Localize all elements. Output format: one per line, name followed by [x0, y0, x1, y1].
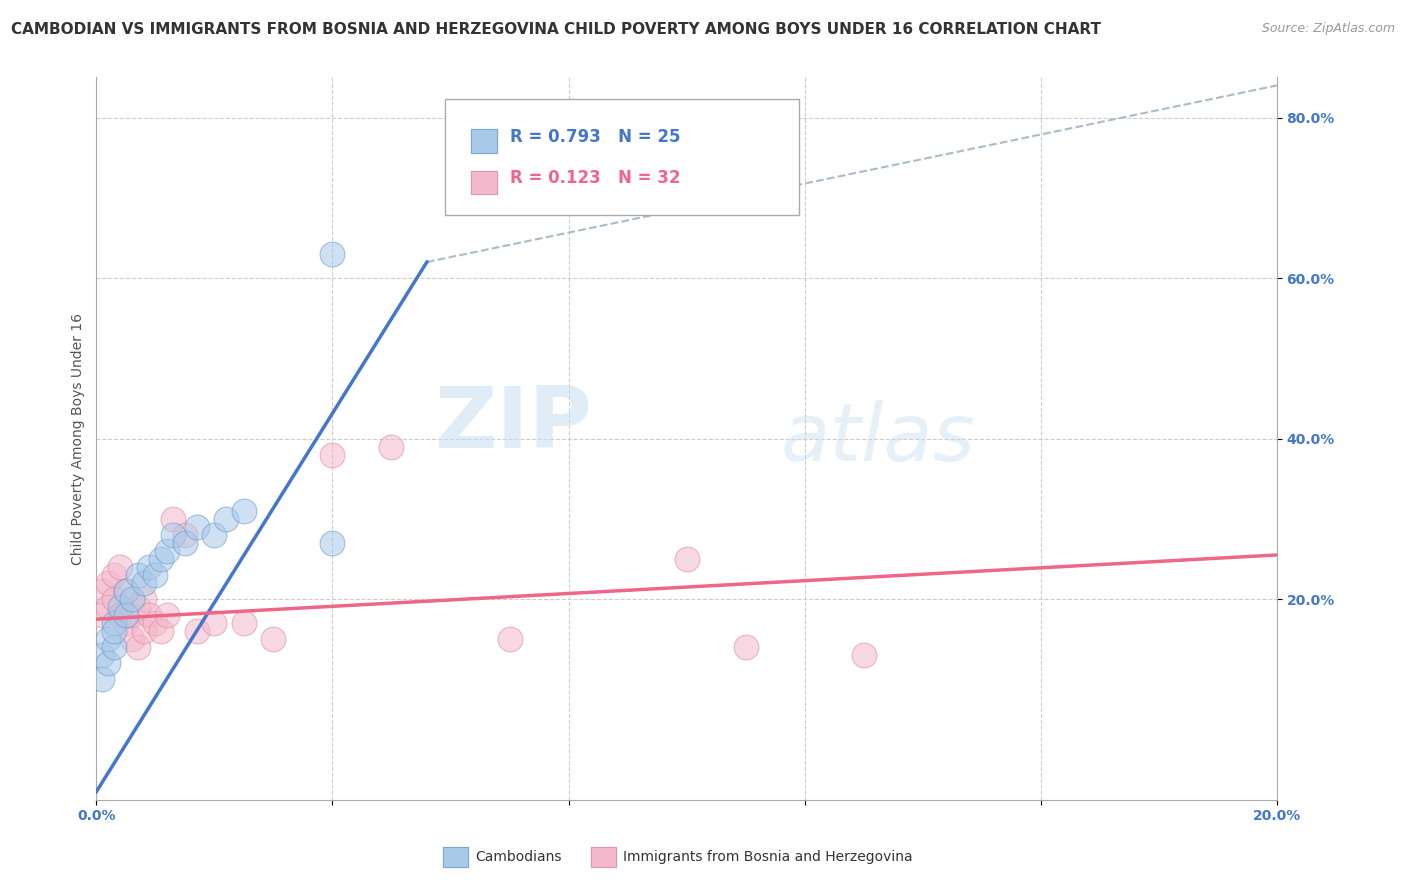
Point [173, 536, 195, 550]
Point [498, 632, 520, 647]
Point [91, 608, 114, 623]
Point [91, 648, 114, 663]
FancyBboxPatch shape [444, 99, 799, 215]
Point [852, 648, 875, 663]
Bar [471, 170, 496, 194]
Text: atlas: atlas [780, 400, 976, 477]
Point [97, 657, 120, 671]
Point [138, 608, 160, 623]
Point [150, 624, 173, 639]
Bar [471, 129, 496, 153]
Point [145, 568, 167, 582]
Text: R = 0.123   N = 32: R = 0.123 N = 32 [509, 169, 681, 186]
Point [127, 640, 149, 655]
Point [115, 584, 138, 599]
Point [675, 552, 697, 566]
Point [115, 584, 138, 599]
Point [132, 624, 155, 639]
Point [215, 512, 238, 526]
Point [321, 448, 343, 462]
Point [232, 616, 254, 631]
Point [108, 608, 131, 623]
Point [162, 512, 184, 526]
Point [232, 504, 254, 518]
Point [115, 608, 138, 623]
Point [97, 632, 120, 647]
Point [103, 624, 125, 639]
Point [321, 536, 343, 550]
Text: ZIP: ZIP [434, 383, 592, 466]
Text: CAMBODIAN VS IMMIGRANTS FROM BOSNIA AND HERZEGOVINA CHILD POVERTY AMONG BOYS UND: CAMBODIAN VS IMMIGRANTS FROM BOSNIA AND … [11, 22, 1101, 37]
Point [132, 592, 155, 607]
Point [186, 624, 208, 639]
Point [202, 616, 225, 631]
Point [145, 616, 167, 631]
Point [380, 440, 402, 454]
Point [108, 600, 131, 615]
Point [127, 568, 149, 582]
Text: R = 0.793   N = 25: R = 0.793 N = 25 [509, 128, 681, 145]
Text: Cambodians: Cambodians [475, 850, 562, 864]
Point [156, 544, 179, 558]
Point [91, 673, 114, 687]
Point [91, 584, 114, 599]
Point [138, 560, 160, 574]
Point [162, 528, 184, 542]
Point [321, 247, 343, 261]
Point [734, 640, 756, 655]
Bar [471, 170, 496, 194]
Text: Immigrants from Bosnia and Herzegovina: Immigrants from Bosnia and Herzegovina [623, 850, 912, 864]
Point [121, 632, 143, 647]
Point [173, 528, 195, 542]
Point [202, 528, 225, 542]
Point [108, 560, 131, 574]
Y-axis label: Child Poverty Among Boys Under 16: Child Poverty Among Boys Under 16 [72, 312, 86, 565]
Bar [471, 129, 496, 153]
Point [121, 608, 143, 623]
Point [262, 632, 284, 647]
Point [115, 616, 138, 631]
Point [103, 568, 125, 582]
Point [121, 592, 143, 607]
Point [150, 552, 173, 566]
Point [97, 600, 120, 615]
Point [97, 576, 120, 591]
Point [132, 576, 155, 591]
Text: Source: ZipAtlas.com: Source: ZipAtlas.com [1261, 22, 1395, 36]
Point [156, 608, 179, 623]
Point [186, 520, 208, 534]
Point [103, 640, 125, 655]
Point [127, 600, 149, 615]
Point [103, 616, 125, 631]
Point [103, 592, 125, 607]
